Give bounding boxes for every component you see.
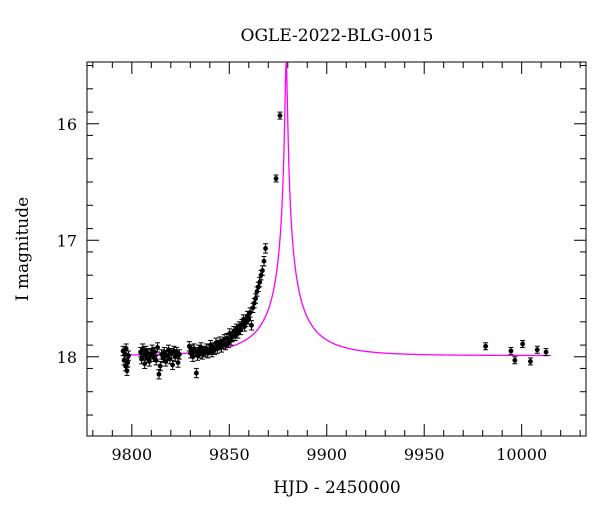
- data-point: [157, 360, 163, 372]
- x-tick-label: 9950: [404, 445, 445, 464]
- model-curve-group: [122, 62, 551, 357]
- data-point: [273, 174, 279, 183]
- x-axis-ticks: 9800 9850 9900 9950 10000: [92, 62, 581, 464]
- data-point: [176, 349, 182, 360]
- data-point: [277, 111, 283, 120]
- plot-frame: [86, 61, 587, 437]
- data-point: [261, 256, 267, 267]
- data-point: [508, 346, 514, 355]
- data-point: [193, 367, 199, 379]
- data-point: [213, 337, 219, 348]
- data-point: [146, 356, 152, 367]
- model-curve: [122, 62, 551, 357]
- y-tick-label: 17: [57, 231, 77, 250]
- data-point: [149, 344, 155, 355]
- y-axis-label: I magnitude: [13, 197, 33, 301]
- data-point: [520, 339, 526, 348]
- data-point: [534, 345, 540, 354]
- data-point: [155, 342, 161, 353]
- x-tick-label: 9800: [111, 445, 152, 464]
- data-point: [170, 359, 176, 371]
- data-point: [483, 342, 489, 351]
- x-tick-label: 9850: [209, 445, 250, 464]
- data-point: [263, 243, 269, 254]
- y-tick-label: 18: [57, 348, 77, 367]
- data-point: [259, 265, 265, 276]
- y-tick-label: 16: [57, 115, 77, 134]
- y-axis-ticks: 16 17 18: [57, 64, 586, 416]
- data-points-group: [120, 111, 549, 380]
- data-point: [249, 320, 255, 331]
- x-tick-label: 10000: [496, 445, 547, 464]
- data-point: [527, 357, 533, 366]
- chart-title: OGLE-2022-BLG-0015: [241, 26, 434, 46]
- x-axis-label: HJD - 2450000: [273, 478, 401, 498]
- data-point: [253, 293, 259, 304]
- data-point: [153, 355, 159, 366]
- data-point: [512, 356, 518, 365]
- data-point: [123, 343, 129, 354]
- x-tick-label: 9900: [306, 445, 347, 464]
- data-point: [125, 357, 131, 368]
- data-point: [126, 350, 132, 361]
- data-point: [543, 348, 549, 357]
